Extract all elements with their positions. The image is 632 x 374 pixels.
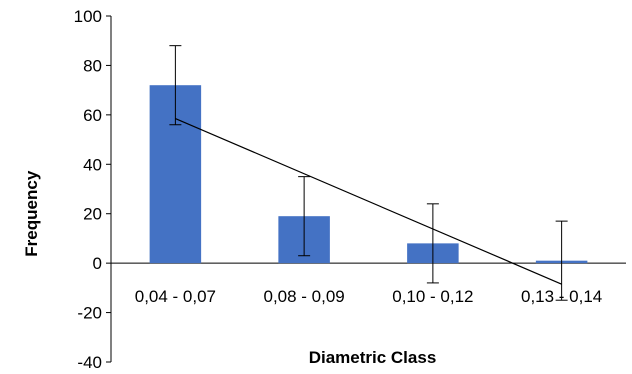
error-bars — [169, 45, 568, 301]
bars — [149, 85, 588, 264]
y-tick-label: 40 — [83, 155, 102, 174]
y-tick-label: 20 — [83, 205, 102, 224]
y-tick-label: 100 — [74, 7, 102, 26]
x-tick-label: 0,13 - 0,14 — [521, 287, 602, 306]
x-tick-label: 0,10 - 0,12 — [392, 287, 473, 306]
x-tick-label: 0,08 - 0,09 — [263, 287, 344, 306]
y-tick-label: 80 — [83, 56, 102, 75]
y-tick-label: 60 — [83, 106, 102, 125]
y-axis-ticks: -40 -20 0 20 40 60 80 100 — [74, 7, 111, 372]
x-axis-tick-labels: 0,04 - 0,07 0,08 - 0,09 0,10 - 0,12 0,13 - … — [135, 287, 603, 306]
y-axis-title: Frequency — [22, 170, 41, 257]
x-tick-label: 0,04 - 0,07 — [135, 287, 216, 306]
y-tick-label: -40 — [77, 353, 102, 372]
trendline — [175, 118, 562, 285]
y-tick-label: 0 — [93, 254, 102, 273]
x-axis-title: Diametric Class — [309, 348, 437, 367]
y-tick-label: -20 — [77, 304, 102, 323]
